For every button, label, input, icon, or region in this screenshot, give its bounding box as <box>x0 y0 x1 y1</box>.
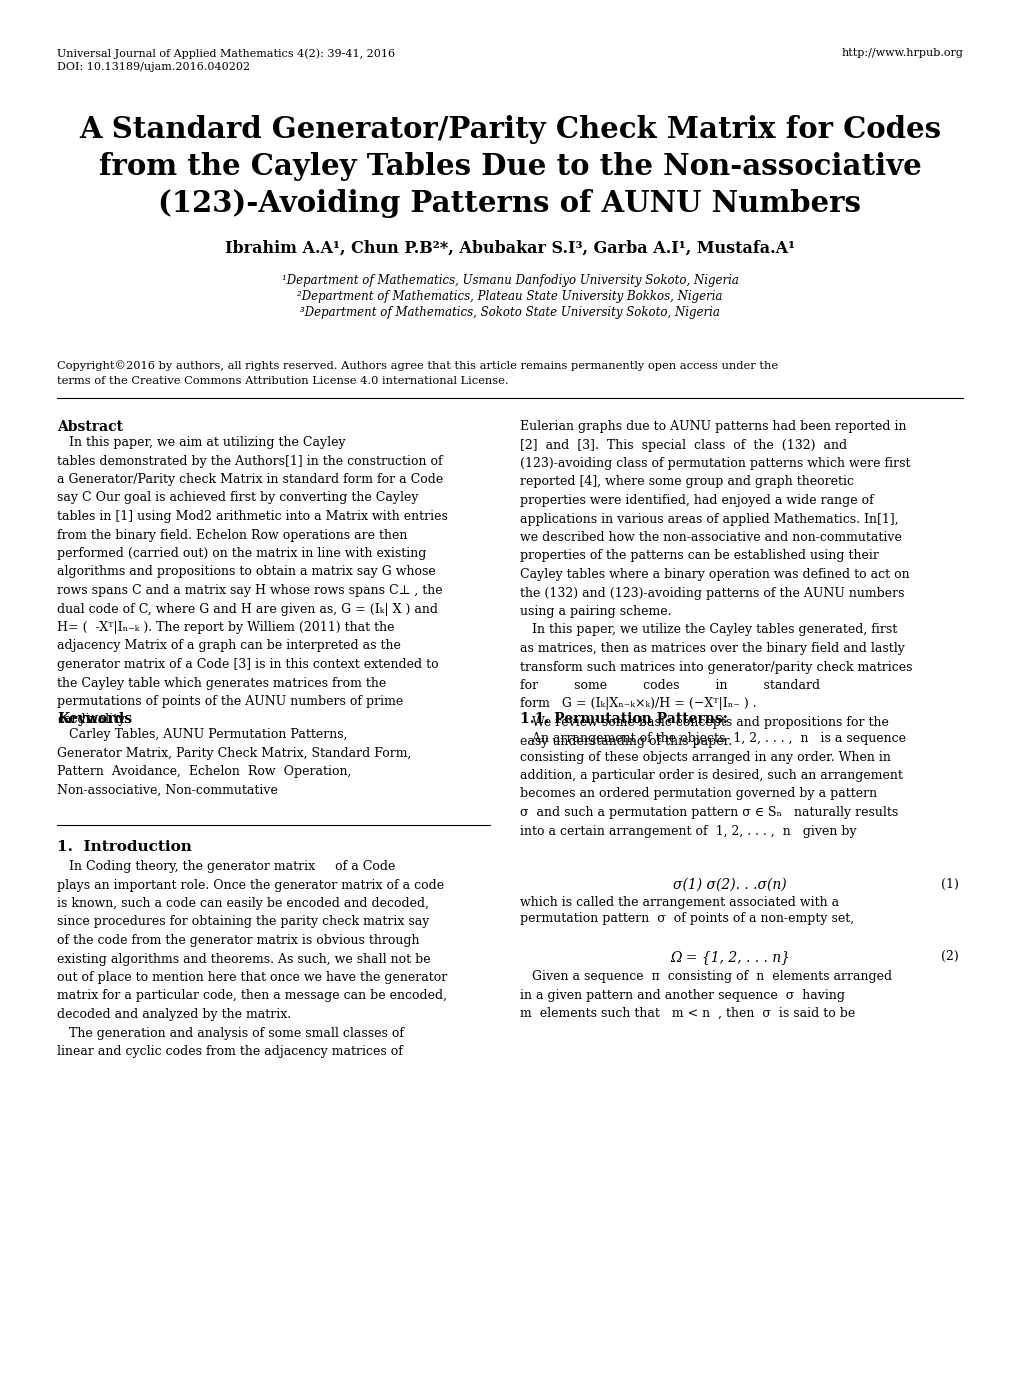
Text: In this paper, we aim at utilizing the Cayley
tables demonstrated by the Authors: In this paper, we aim at utilizing the C… <box>57 436 447 727</box>
Text: http://www.hrpub.org: http://www.hrpub.org <box>841 48 962 58</box>
Text: Universal Journal of Applied Mathematics 4(2): 39-41, 2016: Universal Journal of Applied Mathematics… <box>57 48 394 58</box>
Text: σ(1) σ(2). . .σ(n): σ(1) σ(2). . .σ(n) <box>673 877 786 893</box>
Text: ²Department of Mathematics, Plateau State University Bokkos, Nigeria: ²Department of Mathematics, Plateau Stat… <box>297 291 722 303</box>
Text: Abstract: Abstract <box>57 419 123 435</box>
Text: terms of the Creative Commons Attribution License 4.0 international License.: terms of the Creative Commons Attributio… <box>57 376 508 386</box>
Text: (2): (2) <box>941 949 958 963</box>
Text: from the Cayley Tables Due to the Non-associative: from the Cayley Tables Due to the Non-as… <box>99 152 920 181</box>
Text: 1.  Introduction: 1. Introduction <box>57 840 192 854</box>
Text: Ibrahim A.A¹, Chun P.B²*, Abubakar S.I³, Garba A.I¹, Mustafa.A¹: Ibrahim A.A¹, Chun P.B²*, Abubakar S.I³,… <box>225 239 794 257</box>
Text: which is called the arrangement associated with a: which is called the arrangement associat… <box>520 895 839 909</box>
Text: Keywords: Keywords <box>57 711 132 727</box>
Text: (123)-Avoiding Patterns of AUNU Numbers: (123)-Avoiding Patterns of AUNU Numbers <box>158 190 861 219</box>
Text: permutation pattern  σ  of points of a non-empty set,: permutation pattern σ of points of a non… <box>520 912 853 925</box>
Text: An arrangement of the objects  1, 2, . . . ,  n   is a sequence
consisting of th: An arrangement of the objects 1, 2, . . … <box>520 732 905 837</box>
Text: 1.1. Permutation Patterns:: 1.1. Permutation Patterns: <box>520 711 728 727</box>
Text: Ω = {1, 2, . . . n}: Ω = {1, 2, . . . n} <box>669 949 790 965</box>
Text: DOI: 10.13189/ujam.2016.040202: DOI: 10.13189/ujam.2016.040202 <box>57 62 250 72</box>
Text: Carley Tables, AUNU Permutation Patterns,
Generator Matrix, Parity Check Matrix,: Carley Tables, AUNU Permutation Patterns… <box>57 728 411 797</box>
Text: ¹Department of Mathematics, Usmanu Danfodiyo University Sokoto, Nigeria: ¹Department of Mathematics, Usmanu Danfo… <box>281 274 738 286</box>
Text: Copyright©2016 by authors, all rights reserved. Authors agree that this article : Copyright©2016 by authors, all rights re… <box>57 360 777 371</box>
Text: Given a sequence  π  consisting of  n  elements arranged
in a given pattern and : Given a sequence π consisting of n eleme… <box>520 970 892 1020</box>
Text: Eulerian graphs due to AUNU patterns had been reported in
[2]  and  [3].  This  : Eulerian graphs due to AUNU patterns had… <box>520 419 912 747</box>
Text: ³Department of Mathematics, Sokoto State University Sokoto, Nigeria: ³Department of Mathematics, Sokoto State… <box>300 306 719 318</box>
Text: A Standard Generator/Parity Check Matrix for Codes: A Standard Generator/Parity Check Matrix… <box>78 115 941 144</box>
Text: (1): (1) <box>941 877 958 891</box>
Text: In Coding theory, the generator matrix     of a Code
plays an important role. On: In Coding theory, the generator matrix o… <box>57 859 446 1057</box>
